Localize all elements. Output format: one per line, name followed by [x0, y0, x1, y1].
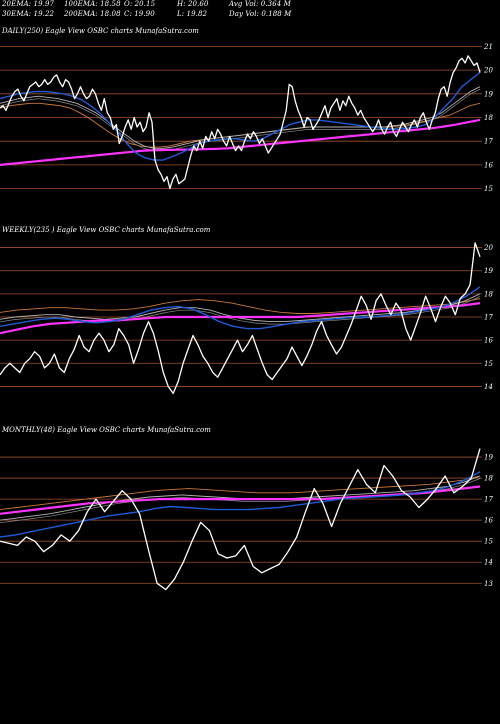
high-value: H: 20.60 — [177, 0, 209, 8]
open-value: O: 20.15 — [124, 0, 156, 8]
weekly-price-line — [0, 242, 481, 395]
monthly-ema-orange-line — [0, 475, 481, 511]
daily-tick-label: 18 — [484, 114, 493, 122]
weekly-tick-label: 15 — [484, 360, 493, 368]
monthly-tick-label: 16 — [484, 517, 493, 525]
monthly-panel: 19 18 17 16 15 14 13 — [0, 448, 493, 591]
avg-vol-value: Avg Vol: 0.364 M — [229, 0, 291, 8]
daily-tick-label: 20 — [483, 67, 493, 75]
monthly-tick-label: 19 — [484, 454, 493, 462]
weekly-ema-mid-band-line — [0, 296, 481, 325]
low-value: L: 19.82 — [177, 10, 208, 18]
weekly-tick-label: 17 — [484, 314, 493, 322]
close-value: C: 19.90 — [124, 10, 155, 18]
ema100-value: 100EMA: 18.58 — [64, 0, 121, 8]
monthly-chart-title: MONTHLY(48) Eagle View OSBC charts Munaf… — [2, 426, 211, 434]
weekly-ema-fast-line — [0, 286, 481, 330]
weekly-chart-title: WEEKLY(235 ) Eagle View OSBC charts Muna… — [2, 226, 211, 234]
monthly-tick-label: 17 — [484, 496, 493, 504]
daily-tick-label: 21 — [483, 43, 493, 51]
header-row-2: 30EMA: 19.22 200EMA: 18.08 C: 19.90 L: 19.8… — [2, 10, 291, 18]
daily-panel: 21 20 19 18 17 16 15 — [0, 43, 493, 193]
weekly-ema-orange-line — [0, 298, 481, 314]
monthly-ema-fast-line — [0, 471, 481, 538]
weekly-tick-label: 16 — [484, 337, 493, 345]
ema30-value: 30EMA: 19.22 — [2, 10, 55, 18]
day-vol-value: Day Vol: 0.188 M — [229, 10, 292, 18]
monthly-tick-label: 13 — [484, 580, 493, 588]
weekly-tick-label: 20 — [483, 244, 493, 252]
monthly-tick-label: 15 — [484, 538, 493, 546]
weekly-panel: 20 19 18 17 16 15 14 — [0, 242, 493, 395]
weekly-tick-label: 14 — [484, 383, 493, 391]
daily-price-line — [0, 55, 481, 190]
monthly-price-line — [0, 448, 481, 591]
daily-tick-label: 19 — [484, 90, 493, 98]
daily-chart-title: DAILY(250) Eagle View OSBC charts Munafa… — [2, 27, 199, 35]
daily-ema-mid-line — [0, 86, 481, 149]
daily-tick-label: 15 — [484, 185, 493, 193]
header-row-1: 20EMA: 19.97 100EMA: 18.58 O: 20.15 H: 20.6… — [2, 0, 291, 8]
weekly-ema-mid-line — [0, 293, 481, 323]
daily-tick-label: 16 — [484, 161, 493, 169]
daily-tick-label: 17 — [484, 138, 493, 146]
ema200-value: 200EMA: 18.08 — [64, 10, 121, 18]
monthly-tick-label: 18 — [484, 475, 493, 483]
weekly-tick-label: 18 — [484, 290, 493, 298]
weekly-tick-label: 19 — [484, 267, 493, 275]
monthly-tick-label: 14 — [484, 559, 493, 567]
ema20-value: 20EMA: 19.97 — [2, 0, 55, 8]
daily-ema-long-line — [0, 118, 481, 166]
daily-ema-orange-line — [0, 102, 481, 148]
